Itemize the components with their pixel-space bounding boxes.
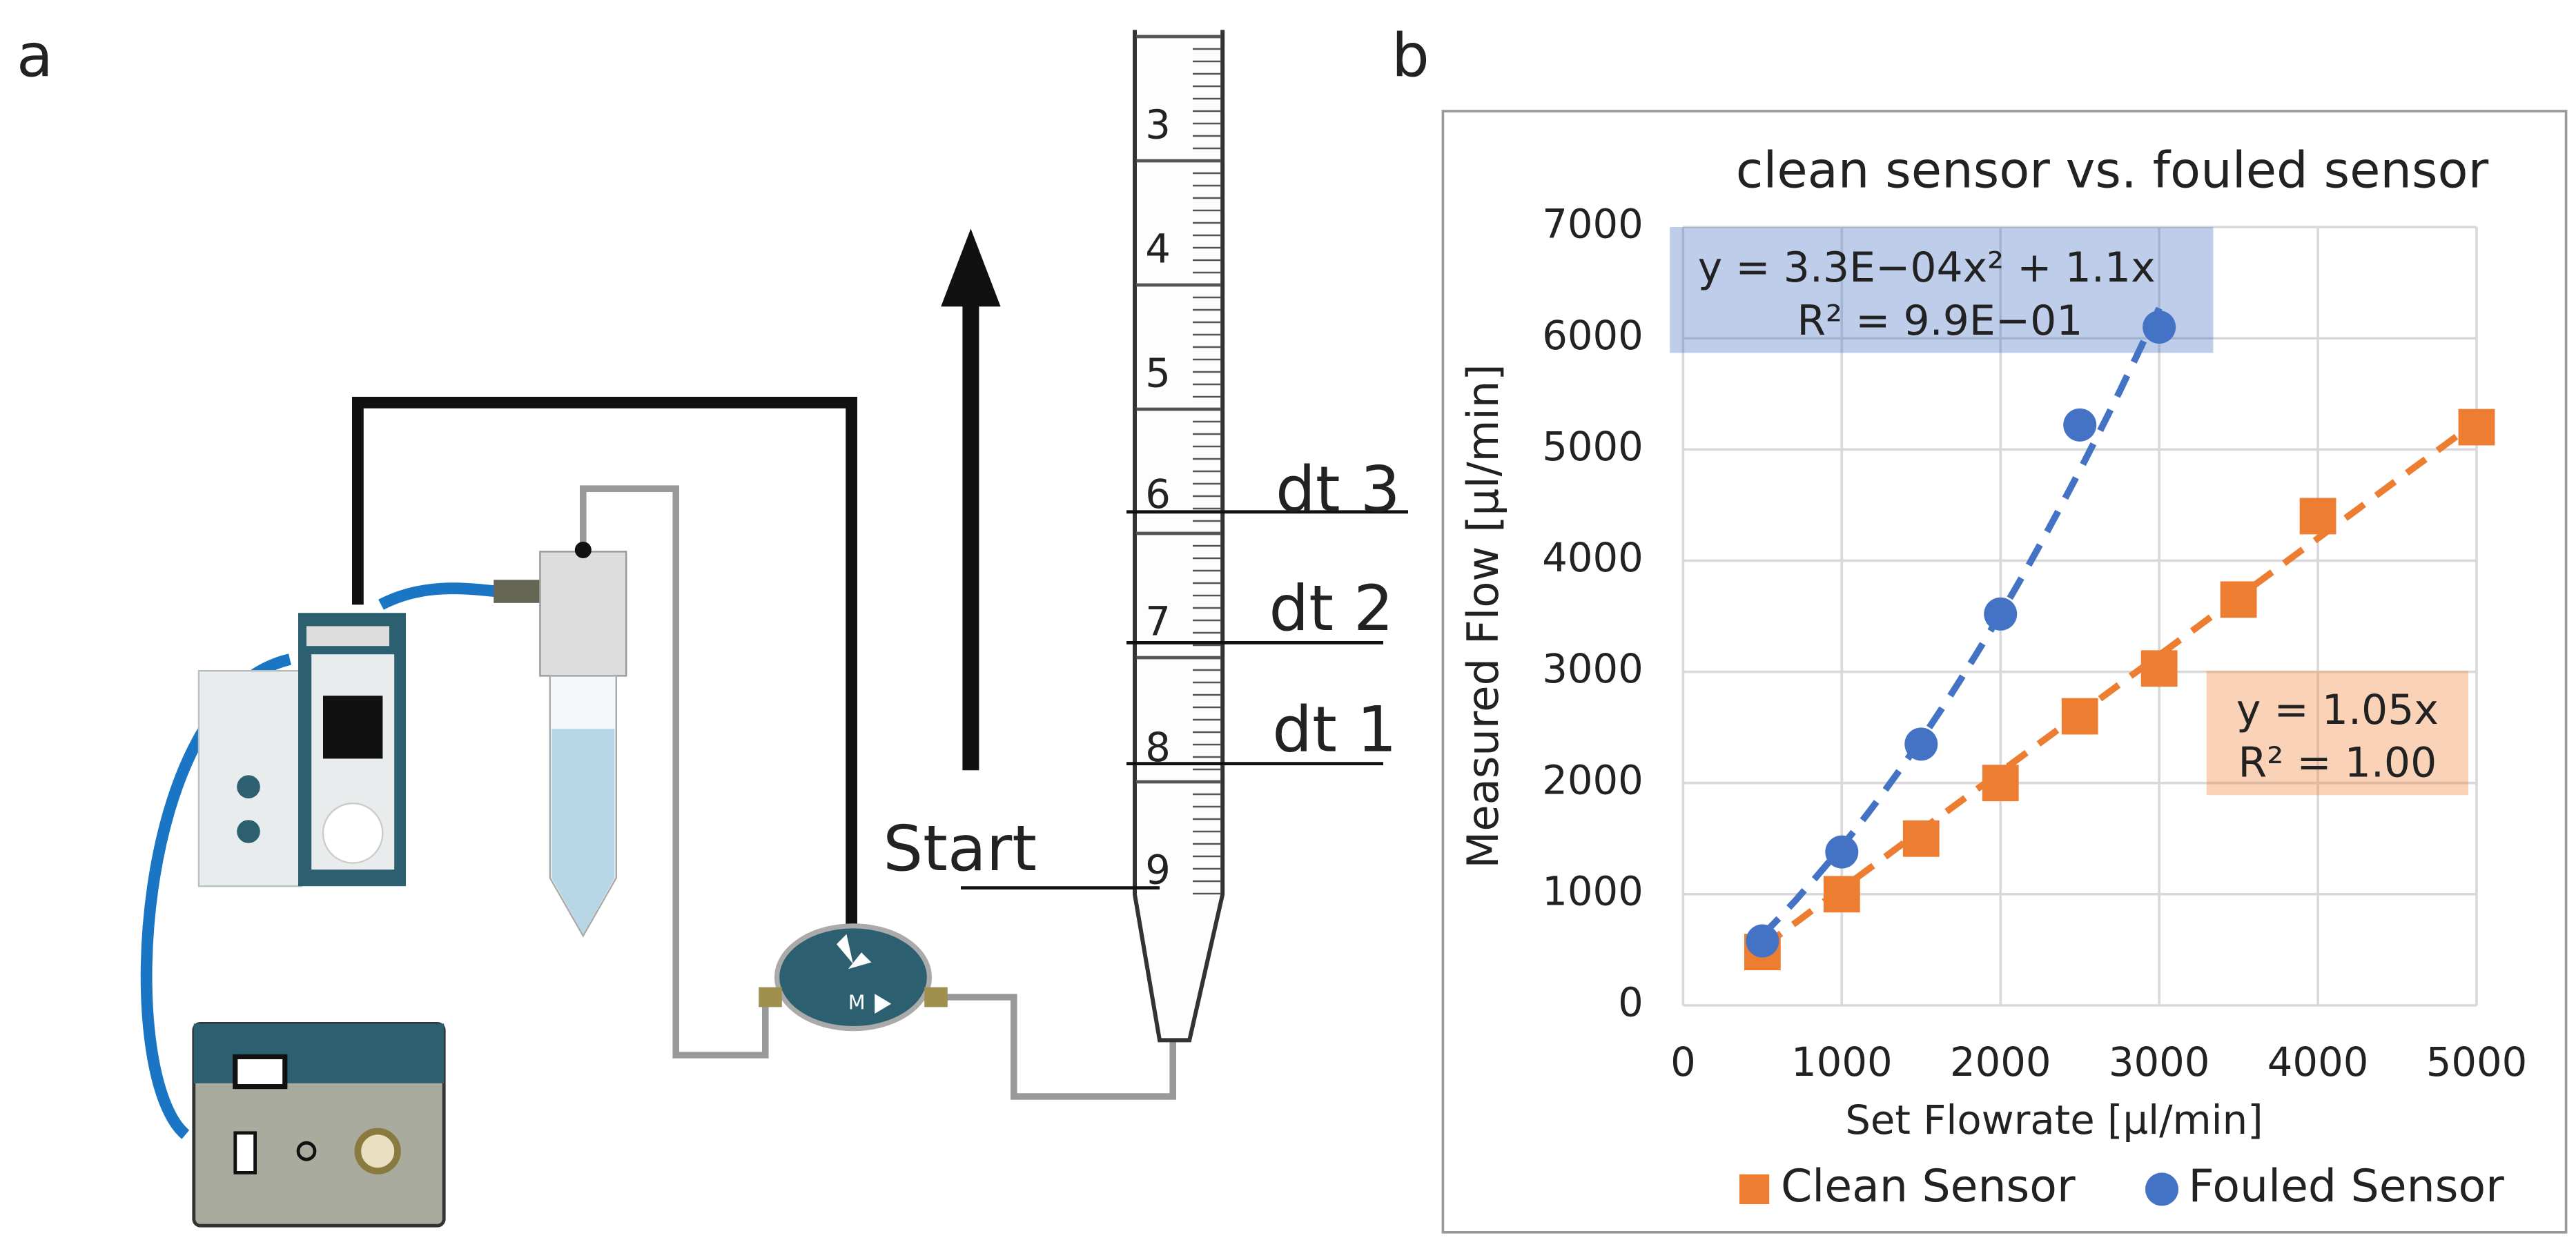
pipette-number: 5 [1145, 351, 1171, 397]
y-tick-label: 1000 [1542, 868, 1643, 914]
pipette-number: 4 [1145, 226, 1171, 273]
trendline [1759, 306, 2163, 938]
marker-label: dt 1 [1272, 692, 1397, 766]
y-tick-label: 7000 [1542, 201, 1643, 248]
equation-box [2206, 671, 2468, 796]
trend-equation: y = 3.3E−04x² + 1.1x [1698, 244, 2156, 292]
power-knob [354, 1128, 401, 1174]
marker [1823, 876, 1860, 913]
x-tick-label: 5000 [2426, 1039, 2528, 1085]
x-tick-label: 3000 [2109, 1039, 2210, 1085]
marker-label: dt 2 [1269, 571, 1394, 645]
legend-label: Clean Sensor [1781, 1161, 2076, 1212]
marker [2299, 498, 2336, 535]
panel-label: b [1392, 22, 1430, 91]
y-tick-label: 5000 [1542, 424, 1643, 470]
pipette-number: 9 [1145, 847, 1171, 894]
marker [2063, 408, 2097, 442]
pump-top [306, 626, 389, 647]
y-tick-label: 6000 [1542, 313, 1643, 359]
marker [1825, 835, 1859, 869]
x-tick-label: 0 [1670, 1039, 1696, 1085]
y-tick-label: 0 [1618, 980, 1643, 1026]
tube [378, 582, 498, 610]
chart-title: clean sensor vs. fouled sensor [1736, 141, 2489, 199]
pipette-scale [1136, 35, 1221, 895]
x-tick-label: 4000 [2267, 1039, 2369, 1085]
pipette-number: 7 [1145, 599, 1171, 645]
connector [924, 987, 948, 1007]
pipette-number: 6 [1145, 471, 1171, 518]
x-tick-label: 2000 [1950, 1039, 2051, 1085]
legend-label: Fouled Sensor [2188, 1161, 2504, 1212]
power-box-top [193, 1023, 445, 1083]
pump-icon [237, 820, 260, 843]
legend-marker [1739, 1174, 1770, 1204]
pump-icon [237, 775, 260, 798]
y-tick-label: 2000 [1542, 757, 1643, 803]
power-port [296, 1141, 317, 1161]
wire [352, 396, 857, 928]
vial-port [574, 542, 592, 558]
vial-cap [539, 551, 627, 677]
marker-label: Start [883, 812, 1037, 885]
marker [1984, 597, 2018, 631]
x-axis-label: Set Flowrate [µl/min] [1845, 1097, 2263, 1143]
trendline [1760, 419, 2479, 950]
trend-r2: R² = 1.00 [2238, 739, 2437, 787]
pipette-number: 3 [1145, 102, 1171, 148]
power-switch [233, 1131, 257, 1174]
marker [2220, 581, 2257, 618]
sensor-icon [875, 994, 892, 1014]
marker [1902, 820, 1940, 857]
marker-label: dt 3 [1276, 452, 1401, 526]
panel-label: a [17, 22, 53, 91]
equation-box [1670, 227, 2214, 353]
connector [759, 987, 782, 1007]
connector [494, 580, 540, 603]
trend-equation: y = 1.05x [2236, 686, 2439, 734]
marker [2143, 311, 2176, 344]
marker [1904, 727, 1938, 761]
power-display [233, 1054, 288, 1090]
y-axis-label: Measured Flow [µl/min] [1458, 364, 1508, 868]
y-tick-label: 3000 [1542, 646, 1643, 692]
flow-sensor [774, 923, 932, 1032]
marker [2458, 409, 2495, 446]
plot: 0 1000 2000 3000 4000 5000 6000 7000 0 1000 2000 30… [1542, 201, 2527, 1212]
tube [580, 485, 769, 1059]
marker [1746, 924, 1779, 958]
vial-liquid [552, 729, 615, 934]
marker [1982, 765, 2019, 802]
arrow-head [941, 228, 1001, 307]
trend-r2: R² = 9.9E−01 [1797, 297, 2082, 345]
sensor-label: M [848, 991, 866, 1014]
pump-screen [323, 696, 383, 759]
sensor-icon [837, 934, 872, 970]
x-tick-label: 1000 [1791, 1039, 1893, 1085]
marker [2061, 698, 2098, 735]
y-tick-label: 4000 [1542, 535, 1643, 581]
pump-knob [322, 803, 384, 864]
marker [2140, 650, 2178, 687]
legend-marker [2145, 1172, 2178, 1206]
tube [939, 994, 1176, 1100]
